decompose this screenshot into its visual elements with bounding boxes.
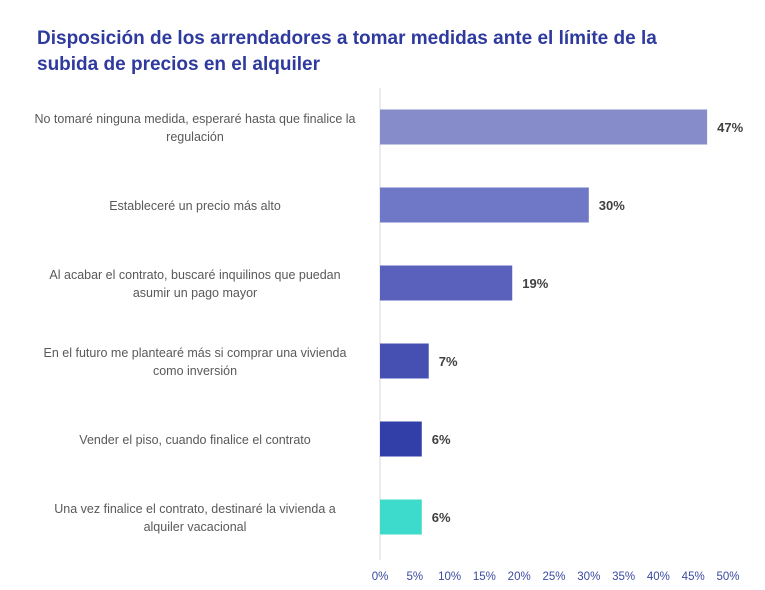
bar-6: [380, 499, 422, 535]
bar-4: [380, 343, 429, 379]
bar-3: [380, 265, 513, 301]
category-label-1: regulación: [166, 130, 224, 144]
value-label-5: 6%: [432, 432, 451, 447]
x-tick-label: 30%: [577, 571, 600, 583]
category-label-4: como inversión: [153, 364, 237, 378]
bar-5: [380, 421, 422, 457]
bar-1: [380, 109, 708, 145]
x-tick-label: 0%: [372, 571, 389, 583]
x-tick-label: 25%: [542, 571, 565, 583]
x-tick-label: 20%: [508, 571, 531, 583]
x-tick-label: 40%: [647, 571, 670, 583]
value-label-6: 6%: [432, 510, 451, 525]
category-label-1: No tomaré ninguna medida, esperaré hasta…: [34, 112, 355, 126]
category-label-4: En el futuro me plantearé más si comprar…: [44, 346, 347, 360]
category-label-6: alquiler vacacional: [144, 520, 247, 534]
category-label-5: Vender el piso, cuando finalice el contr…: [79, 433, 310, 447]
category-label-2: Estableceré un precio más alto: [109, 199, 281, 213]
category-label-3: asumir un pago mayor: [133, 286, 257, 300]
category-label-3: Al acabar el contrato, buscaré inquilino…: [49, 268, 340, 282]
bar-2: [380, 187, 589, 223]
x-tick-label: 15%: [473, 571, 496, 583]
x-tick-label: 50%: [716, 571, 739, 583]
x-tick-label: 45%: [682, 571, 705, 583]
x-tick-label: 10%: [438, 571, 461, 583]
value-label-1: 47%: [717, 120, 743, 135]
value-label-3: 19%: [522, 276, 548, 291]
value-label-2: 30%: [599, 198, 625, 213]
category-label-6: Una vez finalice el contrato, destinaré …: [54, 502, 335, 516]
x-tick-label: 5%: [406, 571, 423, 583]
value-label-4: 7%: [439, 354, 458, 369]
x-tick-label: 35%: [612, 571, 635, 583]
chart-title: Disposición de los arrendadores a tomar …: [37, 28, 657, 75]
